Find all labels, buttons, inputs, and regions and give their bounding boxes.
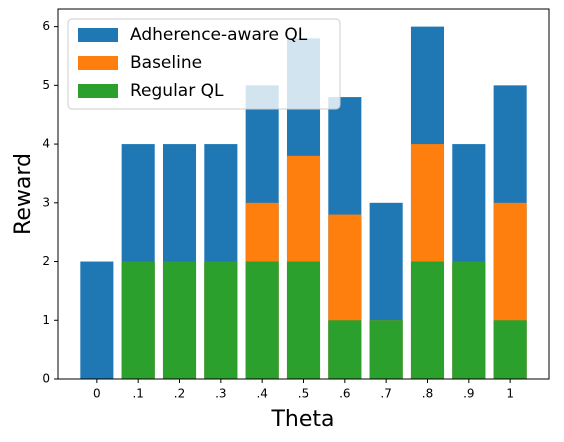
bar	[80, 261, 114, 379]
y-tick-label: 1	[42, 313, 50, 327]
legend-box	[67, 18, 341, 110]
y-axis-label: Reward	[11, 153, 36, 235]
bar	[121, 261, 155, 379]
y-tick-label: 5	[42, 78, 50, 92]
x-tick-label: .2	[174, 387, 185, 401]
x-tick-label: .5	[298, 387, 309, 401]
y-tick-label: 3	[42, 195, 50, 209]
x-tick-label: 1	[506, 387, 514, 401]
x-tick-label: .7	[380, 387, 391, 401]
legend-label: Regular QL	[130, 81, 224, 101]
legend-swatch	[78, 28, 118, 42]
x-tick-label: .8	[422, 387, 433, 401]
bar	[286, 261, 321, 379]
bar	[328, 320, 362, 379]
x-tick-label: .4	[256, 387, 267, 401]
y-tick-label: 2	[42, 254, 50, 268]
bar	[245, 261, 279, 379]
legend-swatch	[78, 84, 118, 98]
bar	[410, 261, 445, 379]
legend-label: Adherence-aware QL	[130, 25, 308, 45]
x-tick-label: .1	[132, 387, 143, 401]
legend-swatch	[78, 56, 118, 70]
bar	[204, 261, 238, 379]
x-tick-label: .9	[463, 387, 474, 401]
y-tick-label: 4	[42, 137, 50, 151]
legend: Adherence-aware QL Baseline Regular QL	[67, 18, 341, 110]
x-tick-label: .6	[339, 387, 350, 401]
x-axis-label: Theta	[270, 407, 334, 432]
bar	[493, 320, 527, 379]
bar	[369, 320, 403, 379]
bar	[452, 261, 486, 379]
bar	[162, 261, 197, 379]
x-tick-label: 0	[93, 387, 101, 401]
y-tick-label: 6	[42, 19, 50, 33]
legend-label: Baseline	[130, 53, 202, 73]
y-tick-label: 0	[42, 372, 50, 386]
x-tick-label: .3	[215, 387, 226, 401]
